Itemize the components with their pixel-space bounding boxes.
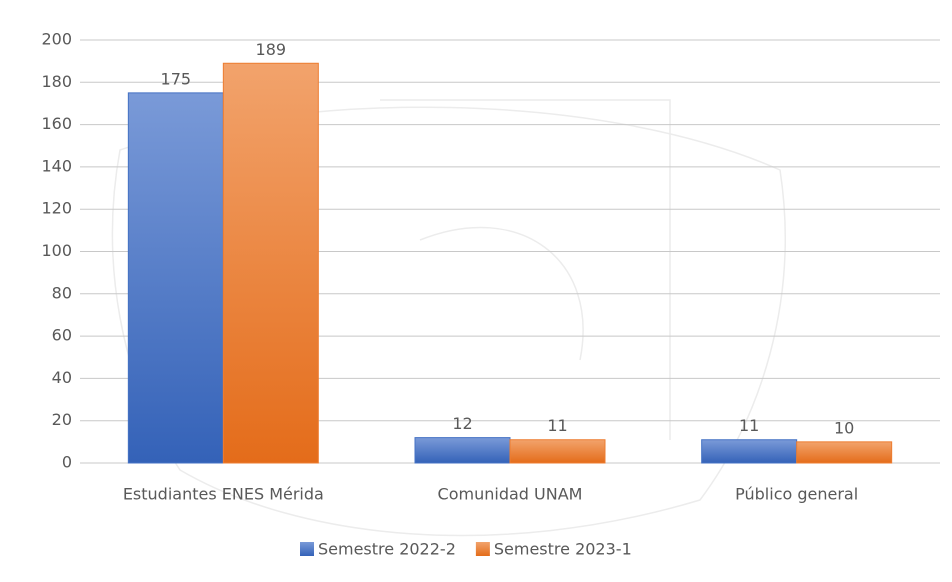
data-label: 12 <box>452 414 472 433</box>
x-tick-label: Comunidad UNAM <box>438 485 583 504</box>
bar <box>701 439 798 464</box>
legend-label: Semestre 2022-2 <box>318 540 456 559</box>
x-tick-label: Estudiantes ENES Mérida <box>123 485 324 504</box>
y-tick-label: 60 <box>52 326 72 345</box>
legend-swatch <box>300 542 314 556</box>
y-tick-label: 20 <box>52 410 72 429</box>
data-label: 11 <box>739 416 759 435</box>
y-tick-label: 200 <box>41 30 72 49</box>
bar <box>414 437 511 464</box>
y-tick-label: 80 <box>52 283 72 302</box>
x-tick-label: Público general <box>735 485 858 504</box>
data-label: 11 <box>547 416 567 435</box>
y-tick-label: 100 <box>41 241 72 260</box>
bar <box>222 62 319 464</box>
y-tick-label: 40 <box>52 368 72 387</box>
legend-swatch <box>475 542 490 556</box>
bar <box>796 441 893 464</box>
y-tick-label: 180 <box>41 72 72 91</box>
data-label: 175 <box>161 69 192 88</box>
data-label: 10 <box>834 418 854 437</box>
y-tick-label: 160 <box>41 114 72 133</box>
bar <box>127 92 224 464</box>
legend-label: Semestre 2023-1 <box>494 540 632 559</box>
y-tick-label: 0 <box>62 453 72 472</box>
y-tick-label: 140 <box>41 156 72 175</box>
data-label: 189 <box>256 40 287 59</box>
y-tick-label: 120 <box>41 199 72 218</box>
bar <box>509 439 606 464</box>
